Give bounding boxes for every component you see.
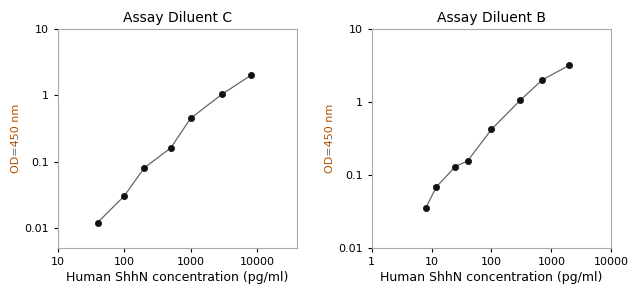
Title: Assay Diluent B: Assay Diluent B (437, 11, 546, 25)
Y-axis label: OD=450 nm: OD=450 nm (325, 104, 335, 173)
Title: Assay Diluent C: Assay Diluent C (123, 11, 232, 25)
X-axis label: Human ShhN concentration (pg/ml): Human ShhN concentration (pg/ml) (67, 271, 289, 284)
X-axis label: Human ShhN concentration (pg/ml): Human ShhN concentration (pg/ml) (380, 271, 603, 284)
Y-axis label: OD=450 nm: OD=450 nm (11, 104, 21, 173)
